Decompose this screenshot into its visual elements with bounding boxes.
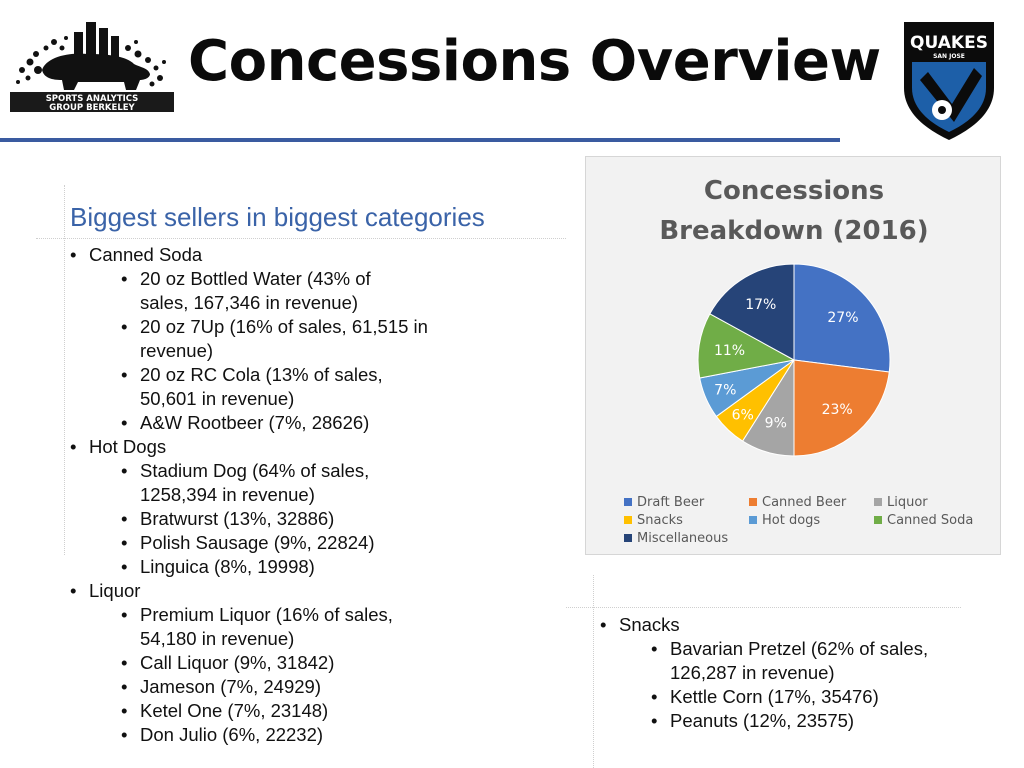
guide-line [566, 607, 961, 608]
section-subtitle: Biggest sellers in biggest categories [70, 202, 485, 232]
seller-item-line: Call Liquor (9%, 31842) [140, 652, 335, 673]
seller-item-line: 1258,394 in revenue) [140, 484, 315, 505]
seller-item-line: 50,601 in revenue) [140, 388, 295, 409]
seller-item-line: 20 oz RC Cola (13% of sales, [140, 364, 383, 385]
category-item: Hot Dogs [70, 435, 560, 459]
legend-item: Miscellaneous [624, 531, 728, 546]
page-title: Concessions Overview [188, 29, 881, 94]
biggest-sellers-list: Canned Soda20 oz Bottled Water (43% of sa… [70, 243, 560, 747]
legend-swatch-icon [749, 516, 757, 524]
legend-label: Liquor [887, 495, 928, 510]
legend-item: Hot dogs [749, 513, 820, 528]
concessions-pie-chart: Concessions Breakdown (2016) 27% 23% 9% 6% 7… [585, 156, 1001, 555]
pie-data-label: 9% [765, 416, 787, 432]
seller-item-line: Premium Liquor (16% of sales, [140, 604, 393, 625]
legend-label: Miscellaneous [637, 531, 729, 546]
seller-item-line: Polish Sausage (9%, 22824) [140, 532, 375, 553]
seller-item: Bavarian Pretzel (62% of sales, 126,287 i… [600, 637, 1000, 685]
legend-item: Snacks [624, 513, 683, 528]
pie-data-label: 6% [732, 408, 754, 424]
category-item: Snacks [600, 613, 1000, 637]
seller-item: A&W Rootbeer (7%, 28626) [70, 411, 560, 435]
chart-title-line: Breakdown (2016) [659, 216, 929, 246]
seller-item-line: Bavarian Pretzel (62% of sales, [670, 638, 929, 659]
seller-item: 20 oz Bottled Water (43% of sales, 167,34… [70, 267, 560, 315]
snacks-list: SnacksBavarian Pretzel (62% of sales, 126… [600, 613, 1000, 733]
seller-item-line: 54,180 in revenue) [140, 628, 295, 649]
chart-title-line: Concessions [703, 176, 885, 206]
legend-swatch-icon [749, 498, 757, 506]
seller-item: Call Liquor (9%, 31842) [70, 651, 560, 675]
seller-item: Premium Liquor (16% of sales, 54,180 in r… [70, 603, 560, 651]
seller-item-line: Jameson (7%, 24929) [140, 676, 321, 697]
seller-item: 20 oz RC Cola (13% of sales, 50,601 in re… [70, 363, 560, 411]
seller-item-line: Ketel One (7%, 23148) [140, 700, 329, 721]
legend-item: Liquor [874, 495, 928, 510]
logo-right-line1: QUAKES [910, 33, 988, 53]
seller-item-line: 126,287 in revenue) [670, 662, 835, 683]
pie-slice-canned-beer [793, 359, 890, 457]
legend-swatch-icon [874, 498, 882, 506]
logo-right-line2: SAN JOSE [933, 53, 965, 60]
legend-item: Draft Beer [624, 495, 704, 510]
title-divider [0, 138, 840, 142]
pie-plot: 27% 23% 9% 6% 7% 11% 17% [697, 263, 891, 457]
seller-item-line: 20 oz Bottled Water (43% of [140, 268, 371, 289]
logo-left-line2: GROUP BERKELEY [49, 103, 135, 113]
legend-item: Canned Soda [874, 513, 973, 528]
seller-item-line: Stadium Dog (64% of sales, [140, 460, 370, 481]
legend-label: Canned Beer [762, 495, 847, 510]
legend-label: Draft Beer [637, 495, 705, 510]
category-item: Liquor [70, 579, 560, 603]
seller-item: Bratwurst (13%, 32886) [70, 507, 560, 531]
guide-line [593, 575, 594, 768]
pie-data-label: 7% [714, 383, 736, 399]
pie-data-label: 27% [827, 310, 858, 326]
chart-title: Concessions Breakdown (2016) [586, 171, 1002, 251]
legend-item: Canned Beer [749, 495, 846, 510]
legend-swatch-icon [624, 498, 632, 506]
seller-item: Peanuts (12%, 23575) [600, 709, 1000, 733]
pie-data-label: 11% [714, 343, 745, 359]
category-item: Canned Soda [70, 243, 560, 267]
seller-item: Stadium Dog (64% of sales, 1258,394 in re… [70, 459, 560, 507]
logo-left-line1: SPORTS ANALYTICS [46, 94, 139, 104]
seller-item-line: Peanuts (12%, 23575) [670, 710, 855, 731]
seller-item: Don Julio (6%, 22232) [70, 723, 560, 747]
seller-item-line: Kettle Corn (17%, 35476) [670, 686, 879, 707]
pie-data-label: 17% [745, 297, 776, 313]
pie-slice-canned-soda [697, 313, 796, 379]
seller-item: Kettle Corn (17%, 35476) [600, 685, 1000, 709]
legend-swatch-icon [874, 516, 882, 524]
legend-label: Snacks [637, 513, 683, 528]
seller-item: 20 oz 7Up (16% of sales, 61,515 in revenu… [70, 315, 560, 363]
seller-item-line: Linguica (8%, 19998) [140, 556, 315, 577]
seller-item-line: revenue) [140, 340, 214, 361]
guide-line [36, 238, 566, 239]
guide-line [64, 185, 65, 555]
seller-item: Linguica (8%, 19998) [70, 555, 560, 579]
pie-data-label: 23% [822, 402, 853, 418]
legend-swatch-icon [624, 534, 632, 542]
legend-swatch-icon [624, 516, 632, 524]
sports-analytics-logo: SPORTS ANALYTICS GROUP BERKELEY [10, 22, 174, 113]
seller-item-line: Don Julio (6%, 22232) [140, 724, 324, 745]
seller-item-line: A&W Rootbeer (7%, 28626) [140, 412, 370, 433]
seller-item-line: Bratwurst (13%, 32886) [140, 508, 335, 529]
quakes-shield-logo-icon: QUAKES SAN JOSE [904, 22, 994, 140]
seller-item: Ketel One (7%, 23148) [70, 699, 560, 723]
seller-item-line: 20 oz 7Up (16% of sales, 61,515 in [140, 316, 428, 337]
seller-item-line: sales, 167,346 in revenue) [140, 292, 359, 313]
pie-slice-draft-beer [793, 263, 891, 373]
pie-slice-miscellaneous [709, 263, 795, 361]
legend-label: Hot dogs [762, 513, 821, 528]
legend-label: Canned Soda [887, 513, 974, 528]
seller-item: Jameson (7%, 24929) [70, 675, 560, 699]
bear-building-logo-icon [16, 22, 166, 90]
seller-item: Polish Sausage (9%, 22824) [70, 531, 560, 555]
